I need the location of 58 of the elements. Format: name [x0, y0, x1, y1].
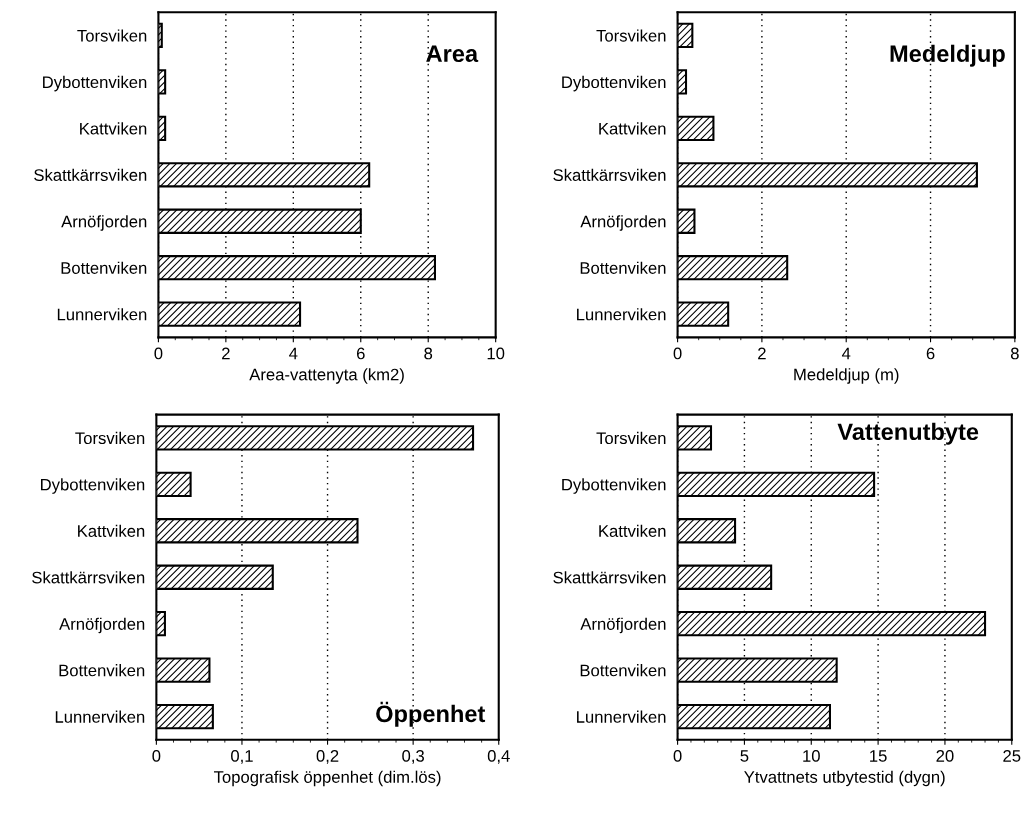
y-tick-label: Skattkärrsviken: [553, 168, 666, 181]
y-tick-label: Arnöfjorden: [61, 215, 147, 231]
x-tick-label: 6: [356, 347, 365, 360]
x-tick-label: 15: [870, 750, 887, 762]
y-tick-label: Dybottenviken: [562, 75, 666, 92]
x-axis-title: Topografisk öppenhet (dim.lös): [213, 770, 441, 787]
y-tick-label: Skattkärrsviken: [34, 168, 147, 181]
y-tick-label: Bottenviken: [59, 664, 145, 677]
x-tick-label: 6: [926, 347, 935, 360]
y-tick-label: Arnöfjorden: [59, 617, 145, 634]
y-tick-label: Lunnerviken: [577, 308, 666, 321]
y-tick-label: Torsviken: [77, 29, 147, 42]
x-tick-label: 2: [758, 347, 766, 360]
y-tick-label: Torsviken: [75, 431, 145, 445]
x-tick-label: 4: [841, 347, 851, 360]
x-tick-label: 0,1: [231, 749, 253, 764]
x-axis-title: Area-vattenyta (km2): [249, 368, 404, 384]
x-tick-label: 5: [740, 750, 749, 762]
x-tick-label: 4: [289, 347, 298, 360]
x-tick-label: 10: [803, 749, 820, 762]
x-axis-title: Ytvattnets utbytestid (dygn): [744, 770, 945, 787]
y-tick-label: Arnöfjorden: [580, 215, 666, 231]
text: Area: [426, 45, 479, 63]
x-tick-label: 0: [673, 347, 682, 360]
x-tick-label: 20: [936, 749, 954, 762]
y-tick-label: Torsviken: [596, 29, 666, 42]
x-tick-label: 0,4: [487, 749, 510, 764]
text: Öppenhet: [376, 701, 486, 727]
x-axis-title: Medeldjup (m): [794, 368, 899, 384]
y-tick-label: Skattkärrsviken: [553, 571, 666, 584]
x-tick-label: 10: [487, 347, 505, 360]
chart-title: Vattenutbyte: [837, 422, 979, 445]
y-tick-label: Kattviken: [599, 122, 666, 135]
x-tick-label: 0: [673, 749, 682, 762]
y-tick-label: Bottenviken: [580, 664, 666, 677]
x-tick-label: 0,3: [402, 749, 424, 764]
y-tick-label: Lunnerviken: [57, 308, 147, 321]
x-tick-label: 8: [1010, 347, 1019, 360]
x-tick-label: 0,2: [316, 749, 339, 764]
x-tick-label: 0: [154, 347, 163, 360]
x-tick-label: 0: [152, 749, 161, 762]
y-tick-label: Skattkärrsviken: [32, 571, 145, 584]
y-tick-label: Dybottenviken: [562, 478, 666, 494]
x-tick-label: 25: [1003, 749, 1021, 762]
text: Medeldjup: [890, 44, 1005, 67]
y-tick-label: Torsviken: [596, 431, 666, 445]
y-tick-label: Lunnerviken: [577, 710, 666, 723]
y-tick-label: Bottenviken: [580, 261, 666, 274]
y-tick-label: Kattviken: [80, 122, 147, 135]
y-tick-label: Arnöfjorden: [580, 617, 666, 634]
y-tick-label: Dybottenviken: [43, 75, 147, 92]
x-tick-label: 2: [222, 347, 230, 360]
x-tick-label: 8: [424, 347, 433, 360]
y-tick-label: Kattviken: [78, 524, 145, 537]
y-tick-label: Kattviken: [599, 524, 666, 537]
y-tick-label: Lunnerviken: [55, 710, 145, 723]
y-tick-label: Bottenviken: [61, 261, 147, 274]
y-tick-label: Dybottenviken: [41, 478, 145, 494]
